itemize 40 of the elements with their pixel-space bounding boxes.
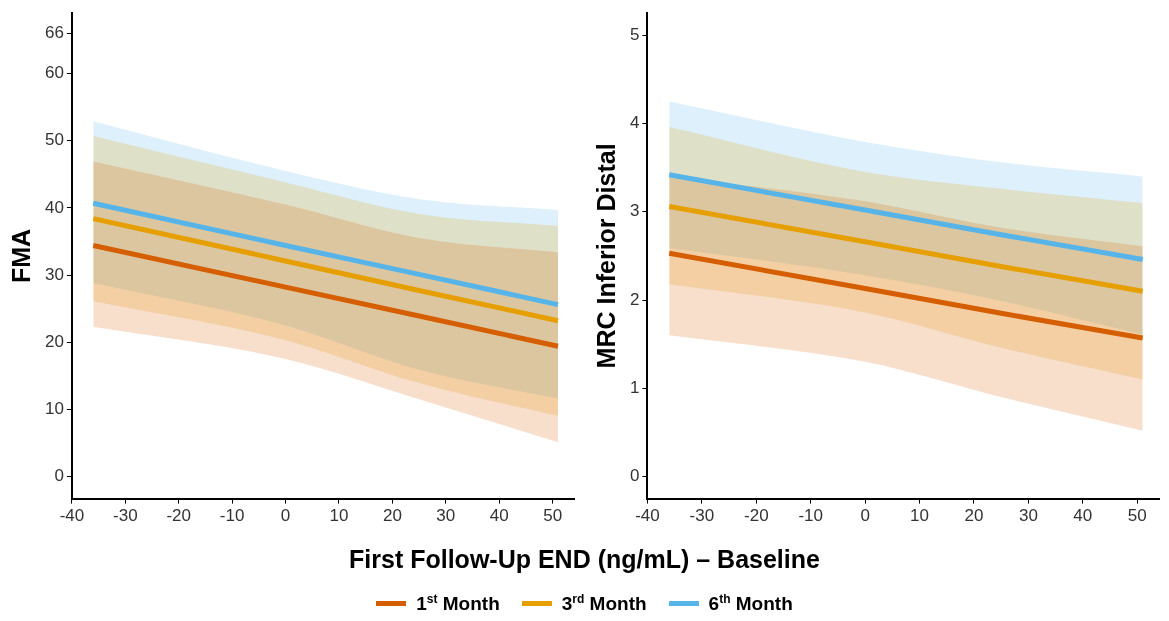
x-tick-label: -40 — [59, 506, 85, 526]
y-tick-label: 0 — [629, 466, 640, 486]
x-tick-label: 20 — [382, 506, 402, 526]
x-tick-label: -10 — [219, 506, 245, 526]
x-tick-label: 20 — [964, 506, 984, 526]
legend-label: 6$^{th}$ Month — [708, 592, 793, 616]
x-tick-label: -20 — [166, 506, 192, 526]
y-tick-label: 50 — [44, 130, 64, 150]
x-tick-label: 10 — [910, 506, 930, 526]
x-tick-label: 30 — [436, 506, 456, 526]
y-tick-label: 4 — [629, 113, 640, 133]
x-tick-label: -40 — [635, 506, 660, 526]
y-tick-label: 40 — [44, 197, 64, 217]
x-tick-label: 10 — [329, 506, 349, 526]
y-tick-label: 2 — [629, 289, 640, 309]
y-tick-label: 60 — [44, 63, 64, 83]
x-tick-label: 40 — [489, 506, 509, 526]
y-tick-label: 66 — [44, 23, 64, 43]
legend-label: 1$^{st}$ Month — [416, 592, 500, 616]
y-tick-label: 5 — [629, 24, 640, 44]
y-tick-label: 20 — [44, 331, 64, 351]
y-tick-label: 0 — [54, 466, 64, 486]
x-tick-label: -30 — [113, 506, 138, 526]
y-tick-label: 3 — [629, 201, 640, 221]
x-tick-label: 0 — [280, 506, 291, 526]
y-tick-label: 30 — [44, 264, 64, 284]
legend-label: 3$^{rd}$ Month — [561, 592, 647, 616]
y-axis-title: FMA — [6, 228, 35, 283]
x-axis-title: First Follow-Up END (ng/mL) – Baseline — [348, 545, 821, 574]
y-tick-label: 1 — [629, 377, 640, 397]
x-tick-label: 0 — [860, 506, 870, 526]
y-axis-title: MRC Inferior Distal — [591, 143, 620, 369]
x-tick-label: 40 — [1073, 506, 1093, 526]
x-tick-label: -20 — [744, 506, 769, 526]
x-tick-label: 30 — [1018, 506, 1038, 526]
y-tick-label: 10 — [44, 399, 64, 418]
x-tick-label: -10 — [798, 506, 823, 526]
x-tick-label: -30 — [689, 506, 715, 526]
x-tick-label: 50 — [1127, 506, 1147, 526]
x-tick-label: 50 — [543, 506, 563, 526]
